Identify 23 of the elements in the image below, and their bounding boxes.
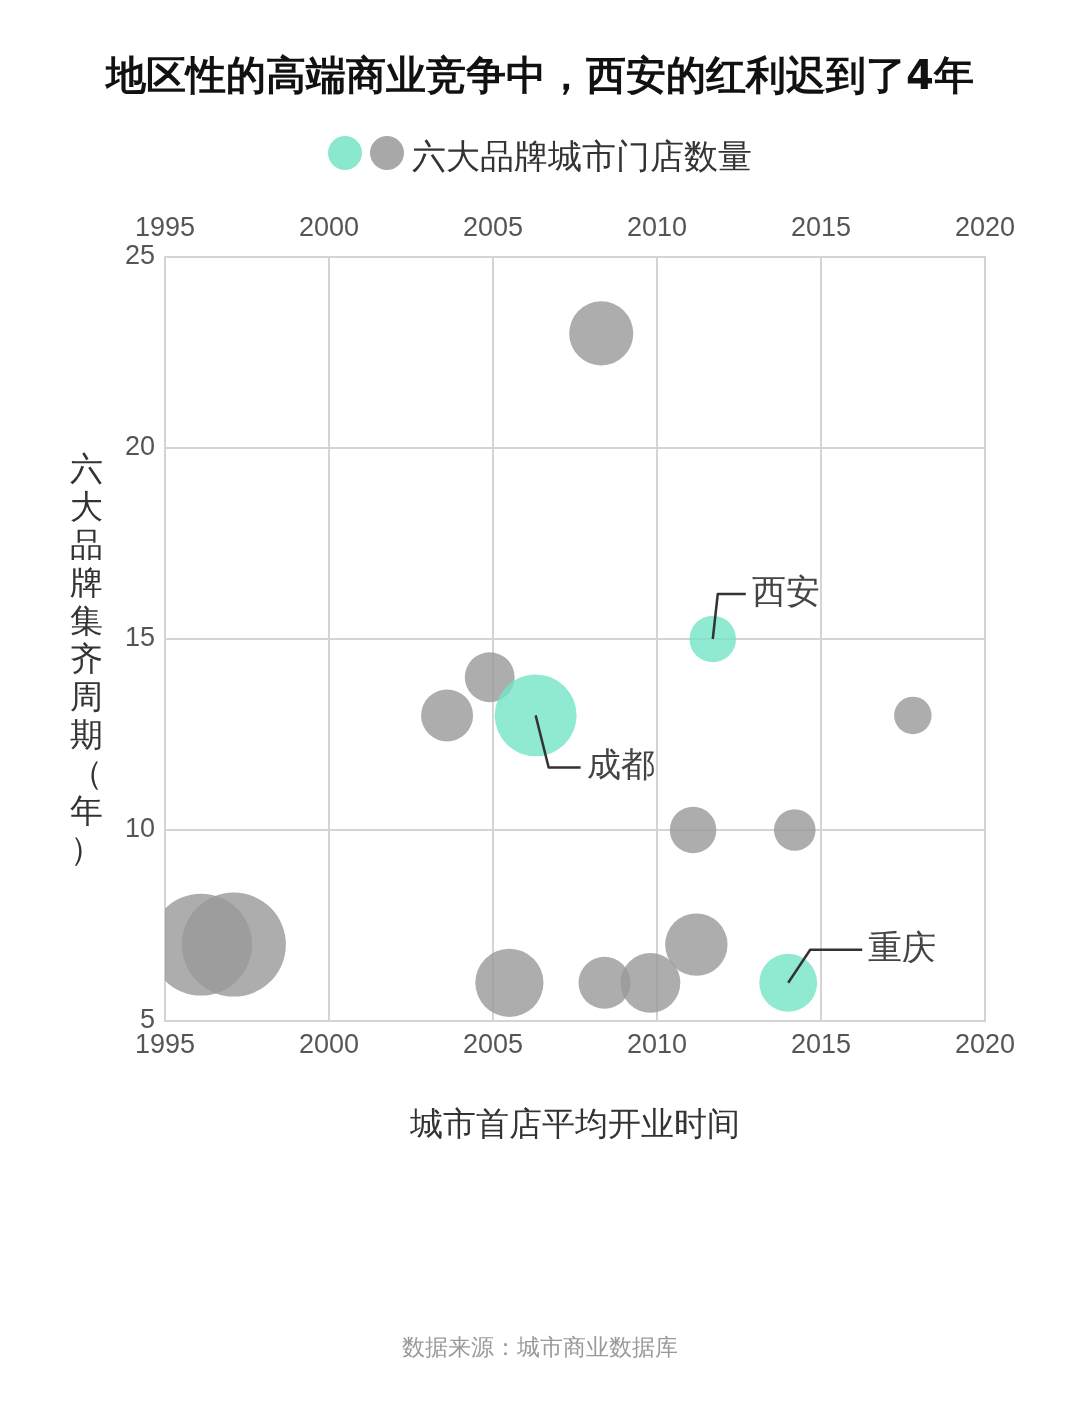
x-tick-label: 2000 <box>298 1028 360 1059</box>
text: 六大品牌集齐周期（年） <box>69 449 103 868</box>
x2-tick-label: 2000 <box>298 212 360 243</box>
y-tick-label: 25 <box>124 240 155 271</box>
x2-tick-label: 2015 <box>790 212 852 243</box>
annotation: 重庆 <box>868 926 937 967</box>
annotation: 成都 <box>586 744 655 785</box>
x-tick-label: 2020 <box>954 1028 1016 1059</box>
x-tick-label: 2015 <box>790 1028 852 1059</box>
x2-tick-label: 2020 <box>954 212 1016 243</box>
x-tick-label: 2005 <box>462 1028 524 1059</box>
y-tick-label: 15 <box>124 622 155 653</box>
x2-tick-label: 2010 <box>626 212 688 243</box>
y-tick-label: 20 <box>124 431 155 462</box>
chart-title: 地区性的高端商业竞争中，西安的红利迟到了4年 <box>104 51 975 100</box>
y-tick-label: 10 <box>124 813 155 844</box>
x2-tick-label: 1995 <box>134 212 196 243</box>
x2-tick-label: 2005 <box>462 212 524 243</box>
x-tick-label: 2010 <box>626 1028 688 1059</box>
annotation: 西安 <box>751 570 820 611</box>
source-note: 数据来源：城市商业数据库 <box>401 1333 679 1362</box>
legend-title: 六大品牌城市门店数量 <box>412 135 752 178</box>
x-axis-title: 城市首店平均开业时间 <box>409 1103 740 1143</box>
